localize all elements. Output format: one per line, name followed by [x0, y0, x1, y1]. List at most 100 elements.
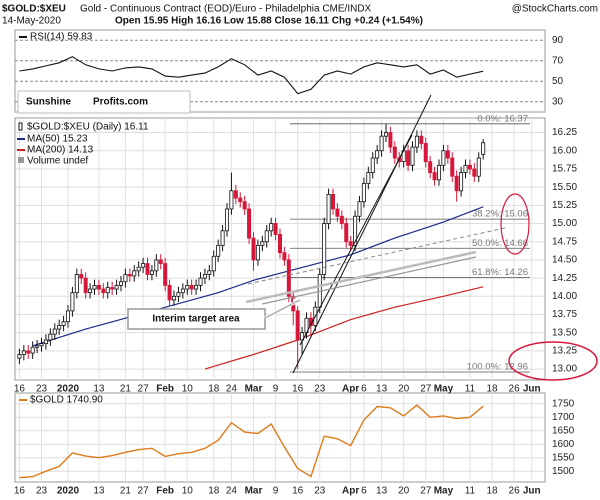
candle-body: [260, 241, 265, 246]
candle-body: [264, 230, 269, 243]
candle-body: [198, 277, 203, 286]
candle-body: [79, 274, 84, 279]
fib-label: 61.8%: 14.26: [472, 267, 528, 278]
candle-body: [180, 288, 185, 294]
logo-part2: Profits.com: [93, 97, 148, 108]
candle-body: [220, 230, 225, 246]
x-tick-label: Apr: [342, 384, 359, 395]
candle-body: [450, 157, 455, 177]
x-tick-label: 6: [361, 384, 367, 395]
candle-body: [459, 172, 464, 192]
series-line: [19, 404, 484, 479]
y-tick-label: 13.25: [552, 346, 577, 357]
candle-body: [392, 146, 397, 159]
candle-body: [383, 132, 388, 137]
candle-body: [176, 292, 181, 297]
x-tick-label: 18: [486, 486, 498, 497]
candle-body: [119, 281, 124, 286]
y-tick-label: 14.25: [552, 273, 577, 284]
candle-body: [158, 259, 163, 264]
y-tick-label: 15.00: [552, 218, 577, 229]
candle-body: [322, 223, 327, 275]
x-tick-label: 6: [361, 486, 367, 497]
x-tick-label: 27: [138, 486, 150, 497]
y-tick-label: 16.00: [552, 145, 577, 156]
candle-body: [48, 333, 53, 341]
candle-body: [92, 284, 97, 290]
highlight-ellipse: [508, 341, 598, 381]
x-tick-label: 26: [509, 384, 521, 395]
candle-body: [370, 157, 375, 173]
candle-body: [277, 234, 282, 254]
rsi-panel: [14, 29, 546, 113]
quote: Open 15.95 High 16.16 Low 15.88 Close 16…: [115, 16, 423, 27]
y-tick-label: 16.25: [552, 127, 577, 138]
candle-body: [273, 223, 278, 235]
y-tick-label: 13.50: [552, 327, 577, 338]
candle-body: [432, 172, 437, 181]
gold-panel: [14, 392, 546, 483]
x-tick-label: 23: [36, 384, 48, 395]
x-tick-label: 23: [314, 384, 326, 395]
candle-body: [189, 284, 194, 290]
candle-body: [238, 197, 243, 203]
legend-swatch: [18, 122, 23, 131]
y-tick-label: 1500: [552, 466, 575, 477]
candle-body: [171, 295, 176, 301]
candle-body: [419, 135, 424, 144]
x-tick-label: 13: [93, 486, 105, 497]
legend-label: $GOLD:$XEU (Daily) 16.11: [27, 122, 149, 133]
candle-body: [35, 345, 40, 348]
x-tick-label: 10: [182, 384, 194, 395]
price-panel: [14, 117, 546, 381]
candle-body: [101, 288, 106, 294]
x-tick-label: 11: [465, 384, 476, 395]
y-tick-label: 14.00: [552, 291, 577, 302]
support-line: [245, 250, 477, 304]
x-tick-label: May: [434, 486, 454, 497]
candle-body: [233, 190, 238, 199]
y-tick-label: 1650: [552, 425, 575, 436]
candle-body: [467, 164, 472, 170]
x-tick-label: 27: [138, 384, 150, 395]
legend-label: RSI(14) 59.83: [30, 32, 93, 43]
candle-body: [194, 284, 199, 290]
candle-body: [375, 150, 380, 159]
y-tick-label: 50: [552, 76, 564, 87]
symbol: $GOLD:$XEU: [2, 4, 66, 15]
legend-label: MA(200) 14.13: [27, 145, 94, 156]
candle-body: [423, 143, 428, 163]
watermark: @StockCharts.com: [512, 4, 598, 15]
candle-body: [216, 244, 221, 257]
legend-swatch: [18, 157, 24, 163]
annotation-arrow: [264, 299, 301, 319]
candle-body: [21, 350, 26, 355]
candle-body: [132, 270, 137, 277]
highlight-ellipse: [500, 193, 530, 255]
candle-body: [335, 208, 340, 217]
candle-body: [110, 287, 115, 290]
candle-body: [242, 201, 247, 210]
y-tick-label: 15.50: [552, 182, 577, 193]
candle-body: [428, 161, 433, 173]
x-tick-label: 24: [226, 486, 238, 497]
y-tick-label: 1600: [552, 439, 575, 450]
candle-body: [66, 310, 71, 323]
y-tick-label: 14.50: [552, 255, 577, 266]
candle-body: [286, 259, 291, 297]
x-tick-label: 2020: [57, 486, 80, 497]
series-line: [32, 206, 484, 347]
x-tick-label: 23: [314, 486, 326, 497]
candle-body: [247, 208, 252, 239]
trend-line: [292, 94, 432, 374]
candle-body: [454, 175, 459, 192]
candle-body: [154, 259, 159, 272]
y-tick-label: 15.25: [552, 200, 577, 211]
candle-body: [114, 284, 119, 290]
fib-label: 38.2%: 15.06: [472, 209, 528, 220]
candle-body: [207, 270, 212, 275]
candle-body: [463, 164, 468, 173]
y-tick-label: 90: [552, 35, 564, 46]
legend-label: $GOLD 1740.90: [30, 395, 103, 406]
